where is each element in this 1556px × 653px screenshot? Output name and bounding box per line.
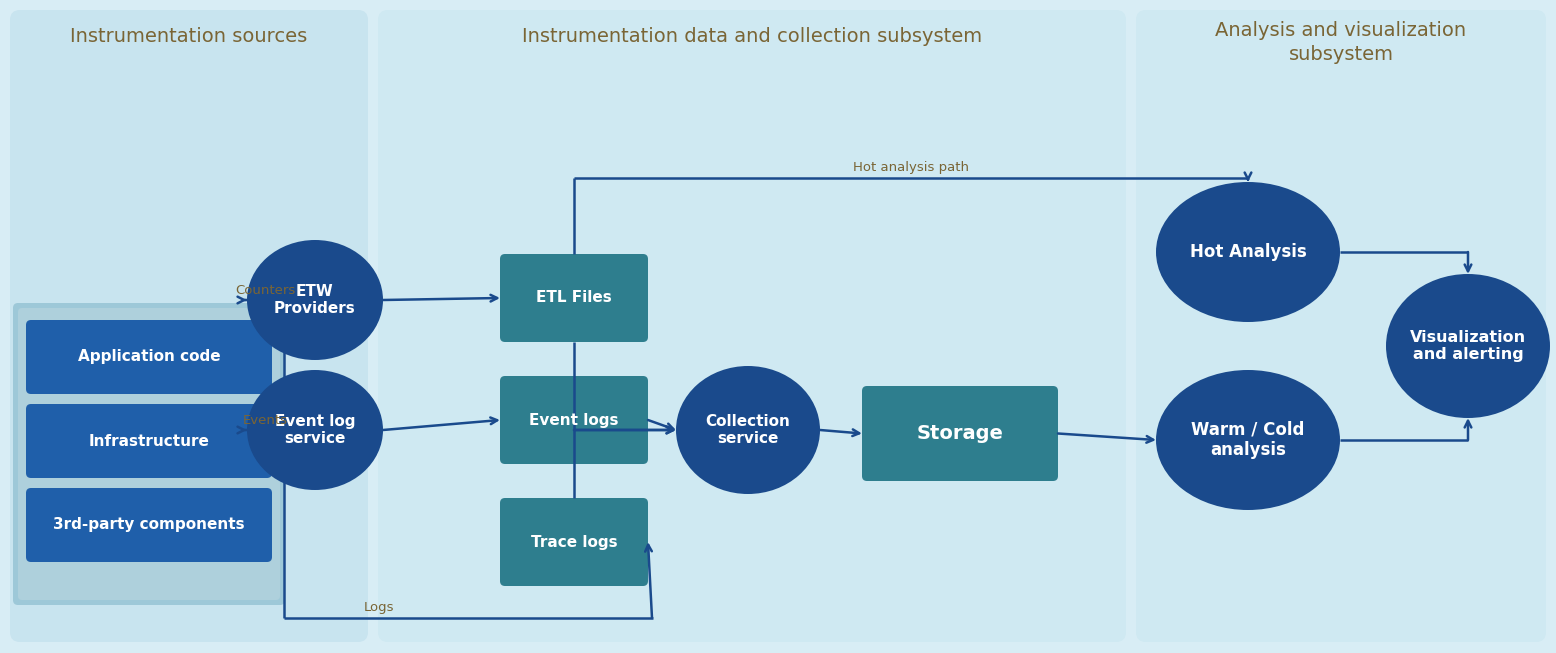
Text: Instrumentation sources: Instrumentation sources bbox=[70, 27, 308, 46]
FancyBboxPatch shape bbox=[499, 498, 647, 586]
Text: Storage: Storage bbox=[916, 424, 1004, 443]
Text: Application code: Application code bbox=[78, 349, 221, 364]
Text: Hot analysis path: Hot analysis path bbox=[853, 161, 969, 174]
Text: Visualization
and alerting: Visualization and alerting bbox=[1410, 330, 1526, 362]
Text: Event log
service: Event log service bbox=[275, 414, 355, 446]
Text: Trace logs: Trace logs bbox=[531, 535, 618, 550]
Text: Counters: Counters bbox=[235, 283, 296, 296]
FancyBboxPatch shape bbox=[19, 308, 280, 600]
Text: subsystem: subsystem bbox=[1288, 46, 1394, 65]
FancyBboxPatch shape bbox=[9, 10, 369, 642]
FancyBboxPatch shape bbox=[499, 254, 647, 342]
Text: Hot Analysis: Hot Analysis bbox=[1190, 243, 1307, 261]
FancyBboxPatch shape bbox=[26, 404, 272, 478]
Text: Events: Events bbox=[243, 413, 288, 426]
FancyBboxPatch shape bbox=[378, 10, 1127, 642]
Text: Analysis and visualization: Analysis and visualization bbox=[1215, 20, 1467, 39]
FancyBboxPatch shape bbox=[12, 303, 285, 605]
Ellipse shape bbox=[1386, 274, 1550, 418]
Text: 3rd-party components: 3rd-party components bbox=[53, 517, 244, 532]
Ellipse shape bbox=[1156, 370, 1340, 510]
Text: Event logs: Event logs bbox=[529, 413, 619, 428]
FancyBboxPatch shape bbox=[26, 488, 272, 562]
Ellipse shape bbox=[247, 240, 383, 360]
Ellipse shape bbox=[1156, 182, 1340, 322]
Text: Warm / Cold
analysis: Warm / Cold analysis bbox=[1192, 421, 1304, 460]
Ellipse shape bbox=[247, 370, 383, 490]
FancyBboxPatch shape bbox=[1136, 10, 1547, 642]
Text: Logs: Logs bbox=[364, 601, 395, 614]
Text: Collection
service: Collection service bbox=[705, 414, 790, 446]
Text: ETL Files: ETL Files bbox=[537, 291, 612, 306]
Ellipse shape bbox=[675, 366, 820, 494]
Text: Instrumentation data and collection subsystem: Instrumentation data and collection subs… bbox=[521, 27, 982, 46]
FancyBboxPatch shape bbox=[862, 386, 1058, 481]
FancyBboxPatch shape bbox=[499, 376, 647, 464]
Text: ETW
Providers: ETW Providers bbox=[274, 284, 356, 316]
FancyBboxPatch shape bbox=[26, 320, 272, 394]
Text: Infrastructure: Infrastructure bbox=[89, 434, 210, 449]
